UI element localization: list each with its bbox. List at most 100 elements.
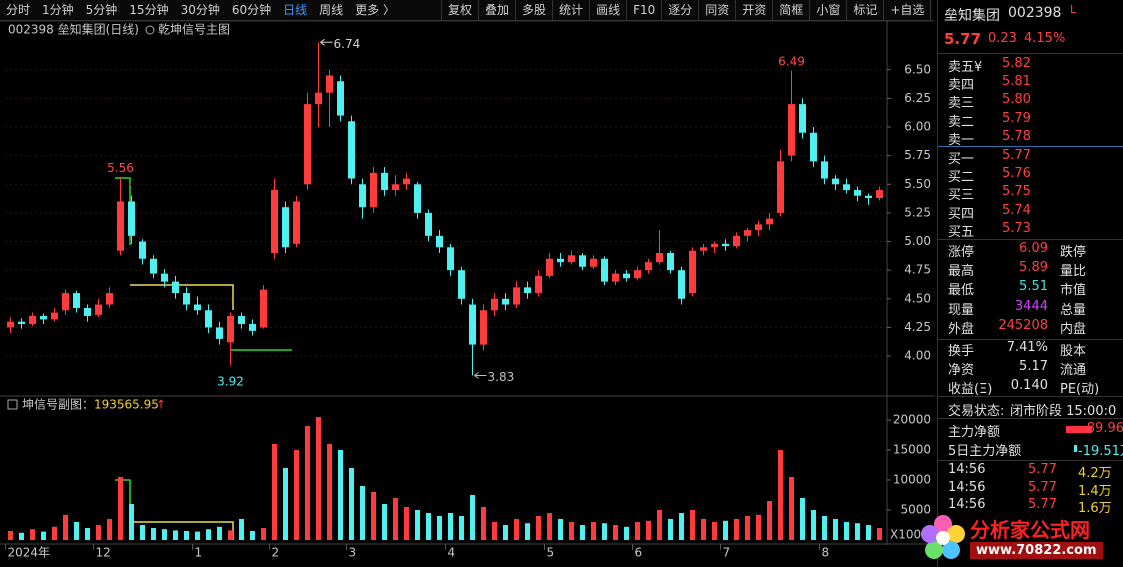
stat-label: 换手 xyxy=(948,344,975,359)
bid-price: 5.76 xyxy=(1002,166,1031,182)
candle-body xyxy=(535,275,542,294)
toolbar-button[interactable]: 返回 xyxy=(930,0,932,20)
sub-value: 193565.95 xyxy=(94,398,159,412)
stat-label: 外盘 xyxy=(948,321,975,337)
candle-body xyxy=(480,310,487,345)
stat-label: PE(动) xyxy=(1060,382,1100,398)
volume-bar xyxy=(30,529,35,540)
volume-bar xyxy=(635,522,640,540)
volume-bar xyxy=(360,486,365,540)
toolbar-button[interactable]: 统计 xyxy=(552,0,589,20)
annotation: 5.56 xyxy=(107,161,134,175)
candle-body xyxy=(810,132,817,162)
toolbar-button[interactable]: 5分钟 xyxy=(85,3,118,17)
quote-panel: 垒知集团 002398 L 5.77 0.23 4.15% 卖五¥ 5.82 卖四 5.81 卖三 5… xyxy=(937,0,1123,567)
bid-price: 5.73 xyxy=(1002,220,1031,236)
candle-body xyxy=(557,258,564,263)
volume-bar xyxy=(206,529,211,540)
candle-body xyxy=(128,201,135,236)
ask-label: 卖三 xyxy=(948,96,975,112)
toolbar-button[interactable]: 叠加 xyxy=(478,0,515,20)
volume-bar xyxy=(822,516,827,540)
toolbar-button[interactable]: 小窗 xyxy=(809,0,846,20)
y-tick-label: 4.50 xyxy=(904,291,931,305)
divider xyxy=(938,396,1123,397)
toolbar-button[interactable]: 1分钟 xyxy=(42,3,74,17)
candle-body xyxy=(381,172,388,191)
x-tick-label: 8 xyxy=(822,546,830,560)
candle-body xyxy=(392,184,399,191)
ask-price: 5.81 xyxy=(1002,74,1031,90)
candle-body xyxy=(744,230,751,236)
annotation-arrow xyxy=(320,38,333,46)
volume-bar xyxy=(415,510,420,540)
candle-body xyxy=(194,304,201,311)
candle-body xyxy=(568,255,575,263)
trade-time: 14:56 xyxy=(948,479,986,495)
toolbar-button[interactable]: 更多 〉 xyxy=(355,3,395,17)
candle-body xyxy=(106,293,113,305)
signal-lines xyxy=(115,177,292,540)
flow-marker xyxy=(1074,445,1077,452)
logo xyxy=(921,515,965,559)
candle-body xyxy=(689,250,696,294)
annotation: 3.83 xyxy=(488,370,515,384)
candle-body xyxy=(865,195,872,199)
volume-bar xyxy=(525,523,530,540)
toolbar-button[interactable]: 60分钟 xyxy=(231,3,272,17)
stat-value: 6.09 xyxy=(1019,241,1048,256)
annotation: 6.74 xyxy=(334,37,361,51)
toolbar-button[interactable]: 标记 xyxy=(846,0,883,20)
toolbar-button[interactable]: 15分钟 xyxy=(129,3,169,17)
toolbar-button[interactable]: +自选 xyxy=(883,0,930,20)
candle-body xyxy=(733,235,740,247)
volume-bar xyxy=(756,514,761,540)
flow-label: 主力净额 xyxy=(948,425,1001,440)
stat-label: 最高 xyxy=(948,264,975,280)
stat-label: 总量 xyxy=(1060,302,1087,318)
toolbar-button[interactable]: 逐分 xyxy=(661,0,698,20)
candle-body xyxy=(227,315,234,343)
volume-bar xyxy=(371,492,376,540)
volume-bar xyxy=(283,468,288,540)
candle-body xyxy=(293,201,300,244)
volume-bar xyxy=(195,531,200,540)
candle-body xyxy=(590,258,597,267)
candle-body xyxy=(777,161,784,213)
stat-label: 涨停 xyxy=(948,245,975,260)
volume-bar xyxy=(492,522,497,540)
watermark: 分析家公式网 www.70822.com xyxy=(918,508,1123,567)
stat-label: 股本 xyxy=(1060,344,1087,359)
toolbar-button[interactable]: 简框 xyxy=(772,0,809,20)
stat-value: 0.140 xyxy=(1010,378,1048,394)
candle-body xyxy=(414,184,421,213)
toolbar-button[interactable]: 周线 xyxy=(319,3,344,17)
toolbar-button[interactable]: 画线 xyxy=(589,0,626,20)
toolbar-button[interactable]: 日线 xyxy=(283,3,308,17)
volume-bar xyxy=(349,468,354,540)
candle-body xyxy=(161,273,168,282)
chart-title: 002398 垒知集团(日线) xyxy=(8,22,139,37)
stat-value: 7.41% xyxy=(1006,340,1048,355)
toolbar-button[interactable]: 复权 xyxy=(441,0,478,20)
toolbar-button[interactable]: 同资 xyxy=(698,0,735,20)
watermark-name: 分析家公式网 xyxy=(970,518,1090,542)
toolbar-button[interactable]: 分时 xyxy=(6,3,31,17)
toolbar-button[interactable]: F10 xyxy=(626,0,661,20)
divider xyxy=(938,146,1123,147)
volume-bar xyxy=(129,504,134,540)
candle-body xyxy=(755,224,762,231)
candle-body xyxy=(612,273,619,282)
stat-label: 最低 xyxy=(948,283,975,299)
toolbar-button[interactable]: 多股 xyxy=(515,0,552,20)
volume-bar xyxy=(734,519,739,540)
x-tick-label: 2 xyxy=(272,546,280,560)
candle-body xyxy=(766,218,773,225)
candle-body xyxy=(51,312,58,320)
toolbar-button[interactable]: 30分钟 xyxy=(180,3,220,17)
toolbar-button[interactable]: 开资 xyxy=(735,0,772,20)
candle-body xyxy=(645,262,652,271)
volume-bar xyxy=(272,444,277,540)
volume-bar xyxy=(294,450,299,540)
candle-body xyxy=(271,190,278,253)
